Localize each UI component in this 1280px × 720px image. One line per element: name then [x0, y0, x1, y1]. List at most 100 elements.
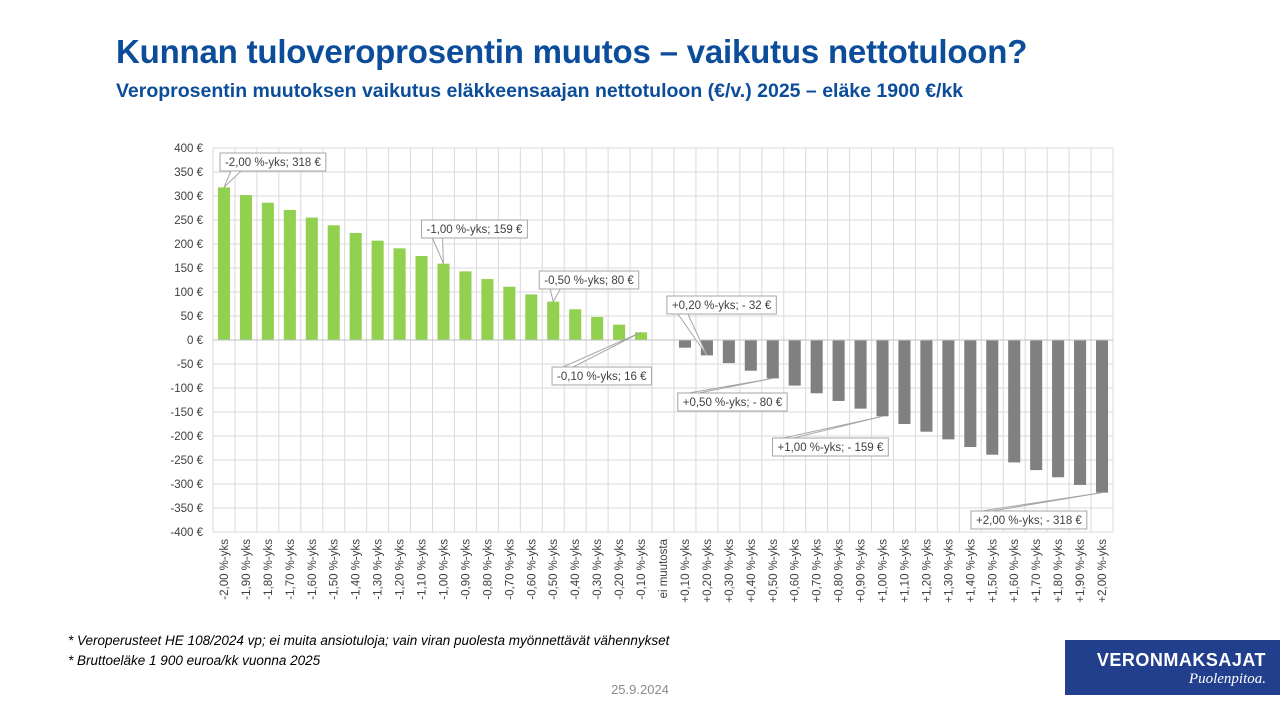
page-subtitle: Veroprosentin muutoksen vaikutus eläkkee… — [116, 80, 964, 102]
x-tick-label: -0,60 %-yks — [526, 539, 538, 600]
x-tick-label: -1,90 %-yks — [241, 539, 253, 600]
x-tick-label: +0,80 %-yks — [834, 539, 846, 603]
bar — [1030, 340, 1043, 471]
callout-box — [551, 366, 653, 386]
callout-pointer — [676, 313, 708, 356]
bar — [1074, 340, 1087, 485]
x-tick-label: -0,10 %-yks — [636, 539, 648, 600]
x-tick-label: +1,70 %-yks — [1031, 539, 1043, 603]
y-tick-label: 150 € — [174, 263, 203, 275]
callout-label: +0,20 %-yks; - 32 € — [672, 300, 772, 312]
bar — [481, 279, 494, 340]
bar — [283, 209, 296, 340]
bar — [591, 316, 604, 340]
date-label: 25.9.2024 — [611, 682, 669, 697]
x-tick-label: -0,20 %-yks — [614, 539, 626, 600]
data-callout: -0,50 %-yks; 80 € — [538, 270, 640, 303]
x-tick-label: +1,00 %-yks — [878, 539, 890, 603]
bar — [722, 340, 735, 364]
x-tick-label: +1,60 %-yks — [1009, 539, 1021, 603]
data-callout: +0,20 %-yks; - 32 € — [666, 295, 777, 356]
x-tick-label: +1,20 %-yks — [921, 539, 933, 603]
footnote: * Veroperusteet HE 108/2024 vp; ei muita… — [68, 633, 670, 648]
data-callout: +0,50 %-yks; - 80 € — [677, 377, 788, 412]
y-tick-label: 200 € — [174, 239, 203, 251]
bar — [1095, 340, 1109, 493]
x-tick-label: -1,60 %-yks — [307, 539, 319, 600]
callout-pointer — [223, 170, 243, 188]
y-tick-label: 250 € — [174, 215, 203, 227]
x-tick-label: +0,50 %-yks — [768, 539, 780, 603]
y-tick-label: -350 € — [170, 503, 203, 515]
y-tick-label: -50 € — [177, 359, 204, 371]
bar — [371, 240, 384, 340]
data-callout: +1,00 %-yks; - 159 € — [772, 415, 889, 457]
callout-label: -2,00 %-yks; 318 € — [225, 157, 321, 169]
data-callout: +2,00 %-yks; - 318 € — [970, 492, 1103, 530]
bar — [305, 217, 318, 340]
x-tick-label: ei muutosta — [658, 538, 670, 598]
y-tick-label: -100 € — [170, 383, 203, 395]
data-callout: -1,00 %-yks; 159 € — [420, 219, 528, 264]
x-tick-label: +0,70 %-yks — [812, 539, 824, 603]
bar — [393, 248, 406, 340]
data-callout: -2,00 %-yks; 318 € — [219, 152, 327, 188]
y-tick-label: 400 € — [174, 143, 203, 155]
bar — [613, 324, 626, 340]
callout-label: +1,00 %-yks; - 159 € — [778, 442, 884, 454]
x-tick-label: -1,10 %-yks — [417, 539, 429, 600]
bar — [1052, 340, 1065, 478]
callout-label: -0,10 %-yks; 16 € — [557, 371, 647, 383]
callout-pointer — [431, 237, 444, 264]
bar — [854, 340, 867, 409]
y-tick-label: -200 € — [170, 431, 203, 443]
y-tick-label: -250 € — [170, 455, 203, 467]
x-tick-label: -0,50 %-yks — [548, 539, 560, 600]
y-tick-label: 50 € — [181, 311, 204, 323]
y-tick-label: 100 € — [174, 287, 203, 299]
bar — [525, 294, 538, 340]
logo-tagline: Puolenpitoa. — [1188, 671, 1266, 687]
callout-box — [219, 152, 327, 172]
veronmaksajat-logo: VERONMAKSAJAT Puolenpitoa. — [1065, 640, 1280, 695]
bar — [239, 195, 252, 340]
y-tick-label: 300 € — [174, 191, 203, 203]
x-tick-label: -1,40 %-yks — [351, 539, 363, 600]
bar — [788, 340, 801, 386]
bar — [766, 340, 779, 379]
x-tick-label: +0,40 %-yks — [746, 539, 758, 603]
bar — [569, 309, 582, 340]
x-tick-label: +0,90 %-yks — [856, 539, 868, 603]
x-tick-label: +1,90 %-yks — [1075, 539, 1087, 603]
y-tick-label: -150 € — [170, 407, 203, 419]
callout-box — [772, 437, 889, 457]
callout-box — [970, 510, 1088, 530]
bar — [898, 340, 911, 424]
x-tick-label: -1,20 %-yks — [395, 539, 407, 600]
callout-label: +2,00 %-yks; - 318 € — [976, 515, 1082, 527]
footnotes: * Veroperusteet HE 108/2024 vp; ei muita… — [68, 631, 669, 671]
x-tick-label: +1,50 %-yks — [987, 539, 999, 603]
x-tick-label: -0,90 %-yks — [460, 539, 472, 600]
callout-label: -0,50 %-yks; 80 € — [544, 275, 634, 287]
callout-pointer — [549, 288, 562, 303]
callout-pointer — [783, 415, 883, 439]
bar — [437, 263, 450, 340]
y-axis-tick-labels: 400 € 350 € 300 € 250 € 200 € 150 € 100 € 50 € 0… — [170, 143, 203, 539]
x-tick-label: -0,80 %-yks — [482, 539, 494, 600]
callout-box — [420, 219, 528, 239]
bar — [217, 187, 231, 340]
x-tick-label: -0,40 %-yks — [570, 539, 582, 600]
x-tick-label: -1,00 %-yks — [438, 539, 450, 600]
y-tick-label: -400 € — [170, 527, 203, 539]
y-tick-label: -300 € — [170, 479, 203, 491]
bar — [261, 202, 274, 340]
x-tick-label: +0,20 %-yks — [702, 539, 714, 603]
data-callout: -0,10 %-yks; 16 € — [551, 331, 653, 386]
y-tick-label: 350 € — [174, 167, 203, 179]
x-tick-label: +1,80 %-yks — [1053, 539, 1065, 603]
bar — [327, 225, 340, 340]
chart-bars — [213, 187, 1113, 493]
bar — [415, 256, 428, 340]
bar — [547, 301, 560, 340]
